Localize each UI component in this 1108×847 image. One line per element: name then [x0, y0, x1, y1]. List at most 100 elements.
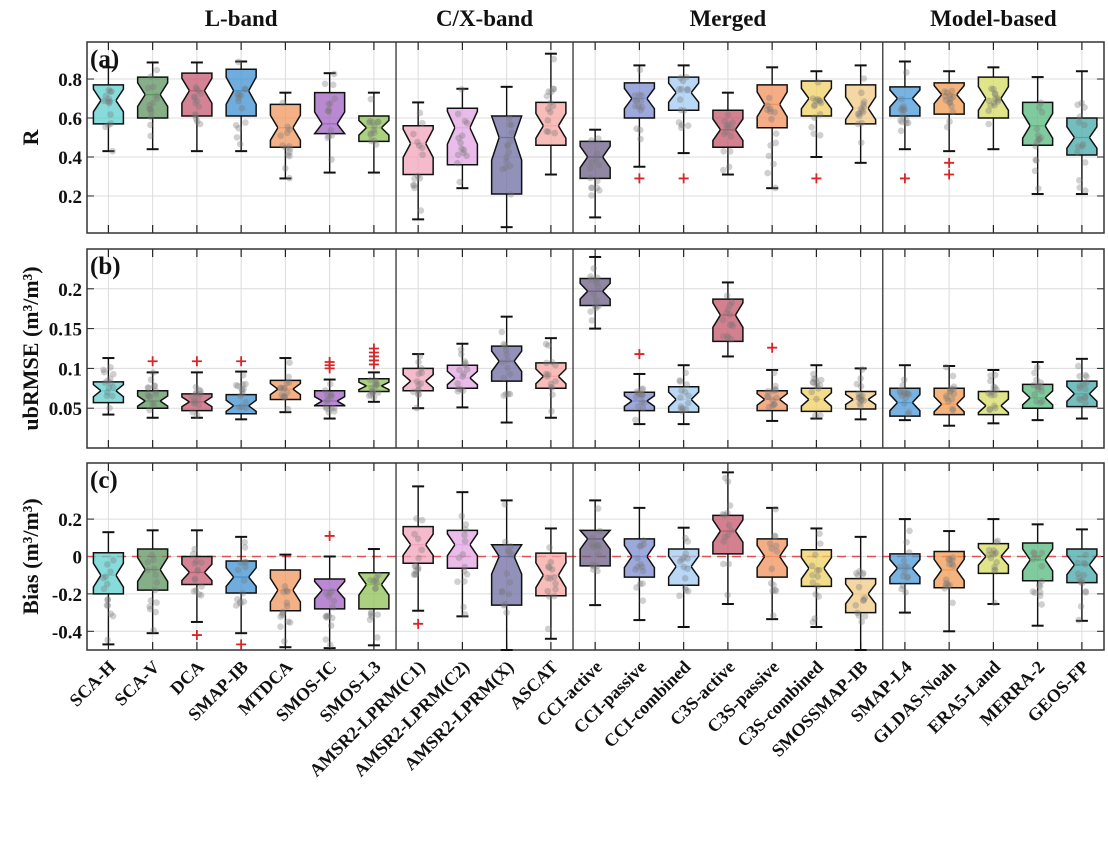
jitter-point [679, 77, 687, 85]
jitter-point [636, 91, 643, 99]
jitter-point [196, 120, 204, 128]
jitter-point [949, 405, 956, 413]
notched-box [535, 552, 567, 597]
jitter-point [861, 594, 869, 602]
box-cci-combined [667, 526, 700, 628]
jitter-point [505, 390, 512, 398]
jitter-point [634, 563, 641, 571]
jitter-point [991, 102, 998, 109]
jitter-point [676, 377, 683, 384]
jitter-point [631, 92, 639, 99]
notched-box [225, 68, 257, 117]
jitter-point [410, 182, 418, 189]
jitter-point [506, 121, 513, 128]
jitter-point [147, 132, 154, 140]
y-tick-label: 0.1 [58, 359, 82, 380]
jitter-point [504, 142, 512, 149]
jitter-point [331, 407, 338, 415]
jitter-point [413, 515, 420, 522]
jitter-point [685, 392, 692, 400]
jitter-point [106, 375, 114, 382]
notched-box [623, 538, 656, 578]
jitter-point [503, 570, 511, 577]
notched-box [269, 103, 302, 148]
jitter-point [587, 273, 594, 280]
notched-box [1066, 548, 1098, 584]
jitter-point [370, 122, 378, 130]
box-amsr2-lprm-c2- [446, 86, 479, 190]
jitter-point [985, 551, 993, 559]
jitter-point [813, 566, 821, 574]
jitter-point [770, 401, 778, 408]
jitter-point [1037, 399, 1044, 406]
jitter-point [457, 139, 464, 147]
jitter-point [636, 390, 643, 397]
jitter-point [1038, 577, 1046, 585]
jitter-point [461, 578, 468, 585]
jitter-point [367, 391, 374, 398]
jitter-point [237, 559, 244, 566]
jitter-point [991, 90, 999, 98]
notched-box [977, 390, 1010, 416]
jitter-point [725, 163, 733, 171]
jitter-point [593, 150, 601, 158]
jitter-point [552, 361, 559, 369]
jitter-point [369, 388, 377, 396]
jitter-point [103, 601, 111, 609]
notched-box [358, 572, 390, 610]
jitter-point [280, 393, 287, 400]
jitter-point [242, 119, 249, 126]
jitter-point [720, 130, 728, 138]
jitter-point [191, 399, 198, 406]
jitter-point [808, 562, 816, 570]
jitter-point [152, 571, 160, 579]
jitter-point [1082, 371, 1089, 379]
jitter-point [1078, 99, 1085, 107]
notched-box [490, 345, 523, 382]
jitter-point [588, 184, 595, 192]
jitter-point [764, 393, 772, 400]
jitter-point [990, 547, 998, 554]
notched-box [313, 389, 346, 407]
jitter-point [765, 94, 773, 102]
box-smap-ib [225, 535, 257, 650]
jitter-point [548, 358, 556, 366]
jitter-point [411, 175, 418, 183]
jitter-point [462, 359, 469, 367]
jitter-point [587, 308, 594, 315]
jitter-point [547, 380, 555, 388]
outlier-marker [191, 356, 202, 367]
jitter-point [638, 563, 646, 571]
outlier-marker [634, 349, 645, 360]
jitter-point [192, 84, 200, 91]
jitter-point [811, 114, 818, 121]
jitter-point [720, 166, 727, 174]
box-geos-fp [1066, 70, 1098, 196]
jitter-point [590, 543, 597, 551]
jitter-point [595, 302, 603, 310]
box-ascat [535, 52, 567, 176]
jitter-point [546, 544, 553, 551]
jitter-point [638, 92, 646, 99]
jitter-point [640, 399, 648, 407]
box-dca [181, 356, 213, 419]
jitter-point [856, 112, 863, 120]
jitter-point [286, 152, 293, 160]
jitter-point [413, 378, 421, 385]
jitter-point [107, 379, 114, 387]
jitter-point [900, 557, 908, 565]
box-gldas-noah [933, 363, 965, 427]
jitter-point [679, 405, 687, 412]
jitter-point [590, 291, 598, 298]
jitter-point [809, 571, 816, 579]
jitter-point [902, 116, 910, 124]
jitter-point [147, 73, 155, 80]
jitter-point [456, 178, 464, 186]
jitter-point [145, 393, 153, 400]
jitter-point [949, 599, 956, 607]
jitter-point [985, 546, 993, 554]
jitter-point [898, 585, 905, 593]
jitter-point [945, 560, 953, 568]
jitter-point [461, 611, 469, 618]
jitter-point [859, 108, 867, 116]
